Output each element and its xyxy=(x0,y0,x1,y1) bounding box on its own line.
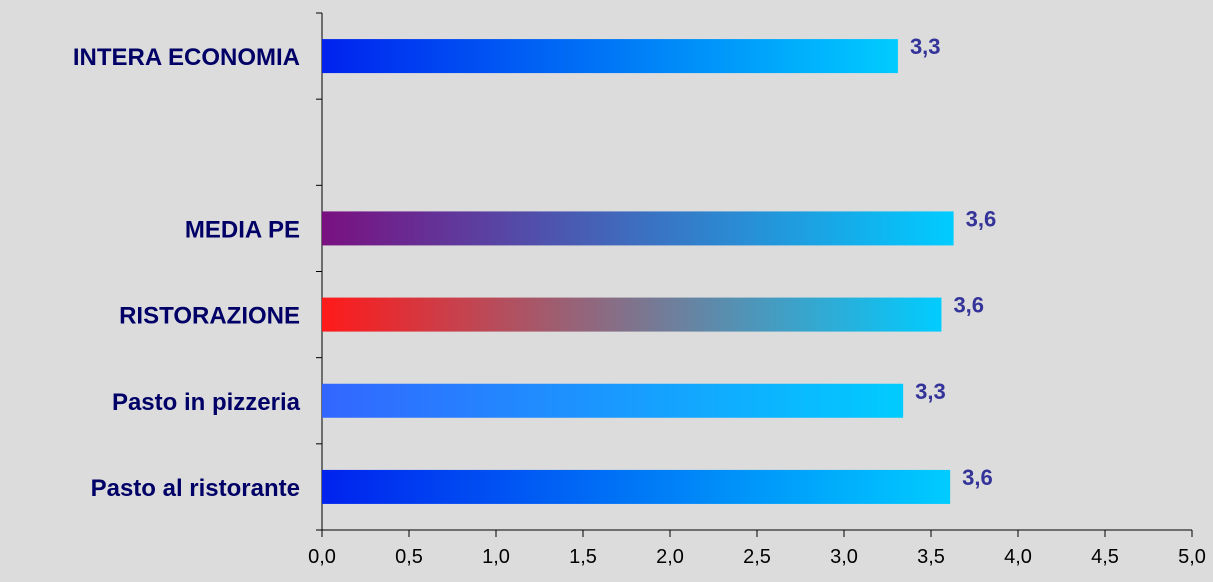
x-tick-label: 3,5 xyxy=(917,546,945,568)
x-tick-label: 2,5 xyxy=(743,546,771,568)
category-label: RISTORAZIONE xyxy=(119,303,300,330)
data-label: 3,6 xyxy=(962,465,993,490)
category-label: INTERA ECONOMIA xyxy=(73,44,300,71)
category-labels: INTERA ECONOMIA MEDIA PE RISTORAZIONE Pasto… xyxy=(73,44,301,502)
category-label: Pasto in pizzeria xyxy=(112,389,301,416)
x-tick-label: 0,0 xyxy=(308,546,336,568)
bar xyxy=(322,211,954,246)
data-label: 3,3 xyxy=(910,34,941,59)
data-label: 3,6 xyxy=(953,293,984,318)
bar xyxy=(322,383,904,418)
x-axis: 0,0 0,5 1,0 1,5 2,0 2,5 3,0 3,5 4,0 4,5 5,0 xyxy=(308,529,1206,568)
bar xyxy=(322,297,942,332)
data-label: 3,3 xyxy=(915,379,946,404)
x-tick-label: 4,5 xyxy=(1091,546,1119,568)
x-tick-label: 3,0 xyxy=(830,546,858,568)
bar xyxy=(322,39,898,74)
x-tick-label: 4,0 xyxy=(1004,546,1032,568)
category-label: Pasto al ristorante xyxy=(91,475,300,502)
category-label: MEDIA PE xyxy=(185,216,300,243)
x-tick-label: 5,0 xyxy=(1178,546,1206,568)
x-tick-label: 1,0 xyxy=(482,546,510,568)
bar xyxy=(322,469,951,504)
x-tick-label: 2,0 xyxy=(656,546,684,568)
y-axis xyxy=(316,12,323,531)
value-labels: 3,3 3,6 3,6 3,3 3,6 xyxy=(910,34,996,490)
x-tick-label: 0,5 xyxy=(395,546,423,568)
data-label: 3,6 xyxy=(966,206,997,231)
bars xyxy=(322,39,954,504)
x-tick-label: 1,5 xyxy=(569,546,597,568)
